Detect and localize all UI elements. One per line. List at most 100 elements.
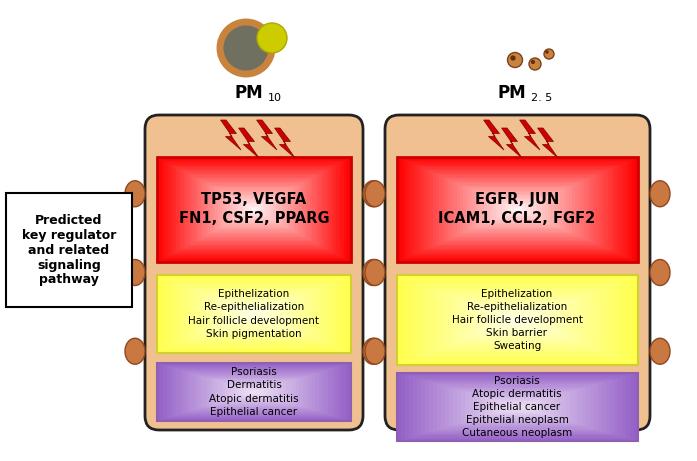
Bar: [242, 203, 266, 216]
Bar: [441, 291, 594, 349]
Bar: [202, 377, 306, 408]
Bar: [225, 383, 283, 401]
Text: Psoriasis
Dermatitis
Atopic dermatitis
Epithelial cancer: Psoriasis Dermatitis Atopic dermatitis E…: [209, 367, 299, 417]
Bar: [157, 363, 351, 421]
Polygon shape: [537, 128, 558, 158]
Bar: [501, 402, 534, 412]
Bar: [241, 309, 267, 319]
Bar: [413, 281, 622, 359]
Text: Predicted
key regulator
and related
signaling
pathway: Predicted key regulator and related sign…: [22, 213, 116, 286]
Bar: [493, 311, 542, 329]
Bar: [202, 293, 306, 335]
Bar: [212, 297, 296, 331]
Bar: [457, 297, 578, 343]
Bar: [514, 406, 521, 408]
Bar: [247, 206, 261, 213]
Bar: [487, 196, 548, 223]
Bar: [190, 372, 319, 411]
Bar: [466, 301, 569, 339]
Bar: [192, 290, 316, 339]
Bar: [424, 169, 611, 250]
Bar: [208, 378, 299, 406]
Bar: [215, 298, 293, 330]
Bar: [164, 365, 344, 419]
Bar: [157, 157, 351, 262]
Bar: [514, 319, 521, 321]
Bar: [417, 283, 618, 357]
Bar: [437, 384, 598, 430]
Bar: [162, 160, 346, 260]
Bar: [184, 171, 324, 248]
Bar: [433, 173, 602, 246]
Polygon shape: [484, 120, 504, 150]
Bar: [505, 204, 530, 215]
Bar: [212, 379, 296, 405]
Bar: [498, 402, 537, 413]
Text: Psoriasis
Atopic dermatitis
Epithelial cancer
Epithelial neoplasm
Cutaneous neop: Psoriasis Atopic dermatitis Epithelial c…: [462, 376, 572, 438]
Bar: [215, 189, 293, 230]
Bar: [222, 301, 286, 327]
Bar: [192, 373, 316, 410]
Bar: [225, 302, 283, 326]
Bar: [245, 204, 263, 215]
Bar: [496, 201, 539, 219]
Bar: [160, 276, 348, 352]
Bar: [401, 374, 634, 440]
Bar: [174, 166, 334, 253]
Bar: [448, 179, 587, 240]
Bar: [460, 184, 575, 235]
Bar: [193, 177, 314, 242]
Bar: [251, 391, 257, 393]
Bar: [397, 275, 638, 365]
Bar: [493, 199, 542, 220]
Bar: [215, 380, 293, 403]
Bar: [473, 303, 562, 337]
Bar: [512, 207, 523, 212]
Bar: [441, 385, 594, 429]
Bar: [498, 313, 537, 327]
Bar: [228, 384, 280, 400]
Bar: [450, 295, 585, 345]
Bar: [170, 367, 338, 417]
Bar: [247, 311, 261, 317]
Bar: [433, 289, 602, 351]
Bar: [439, 175, 596, 243]
Bar: [196, 375, 312, 409]
Text: PM: PM: [498, 84, 526, 102]
Bar: [425, 381, 610, 433]
Bar: [210, 186, 298, 233]
Bar: [475, 191, 560, 228]
Bar: [173, 368, 335, 416]
Bar: [484, 195, 551, 224]
Bar: [228, 304, 280, 325]
Ellipse shape: [363, 338, 383, 364]
Bar: [238, 307, 270, 320]
Ellipse shape: [220, 22, 272, 74]
Text: 10: 10: [268, 93, 282, 103]
Bar: [491, 198, 544, 221]
Bar: [220, 191, 288, 228]
Bar: [218, 381, 289, 402]
Ellipse shape: [125, 338, 145, 364]
Bar: [509, 206, 526, 213]
Bar: [176, 283, 332, 345]
Polygon shape: [519, 120, 540, 150]
FancyBboxPatch shape: [145, 115, 363, 430]
Ellipse shape: [650, 338, 670, 364]
Bar: [473, 395, 562, 420]
Bar: [183, 371, 325, 413]
Bar: [466, 392, 569, 422]
Bar: [478, 192, 557, 226]
Ellipse shape: [531, 60, 535, 64]
Bar: [451, 181, 584, 238]
Bar: [196, 178, 312, 241]
Bar: [403, 160, 632, 260]
Bar: [191, 175, 317, 243]
Bar: [469, 189, 566, 230]
Text: Epithelization
Re-epithelialization
Hair follicle development
Skin pigmentation: Epithelization Re-epithelialization Hair…: [188, 289, 319, 339]
Bar: [445, 178, 590, 241]
Bar: [505, 315, 530, 325]
Bar: [457, 183, 578, 236]
Ellipse shape: [545, 50, 549, 54]
Bar: [240, 201, 268, 218]
